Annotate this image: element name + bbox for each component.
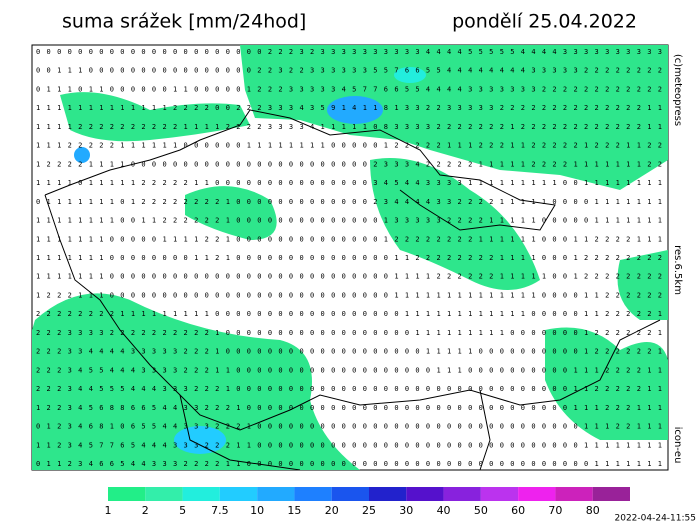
legend-swatch <box>443 487 481 501</box>
legend-label: 15 <box>287 504 301 517</box>
legend-label: 70 <box>548 504 562 517</box>
legend-swatch <box>257 487 295 501</box>
legend-swatch <box>294 487 332 501</box>
legend-swatch <box>518 487 556 501</box>
model-name: icon-eu <box>672 427 683 464</box>
legend-swatch <box>145 487 183 501</box>
resolution: res.6.5km <box>672 245 683 295</box>
legend-label: 60 <box>511 504 525 517</box>
legend-swatch <box>182 487 220 501</box>
legend-label: 5 <box>179 504 186 517</box>
legend-label: 40 <box>437 504 451 517</box>
legend-swatch <box>219 487 258 501</box>
legend-swatch <box>406 487 444 501</box>
copyright: (c)meteopress <box>672 54 683 126</box>
map-date: pondělí 25.04.2022 <box>452 11 637 33</box>
legend-label: 1 <box>105 504 112 517</box>
borders <box>44 109 661 471</box>
legend-label: 30 <box>399 504 413 517</box>
legend-swatch <box>369 487 407 501</box>
color-legend: 1 2 5 7.5 10 15 20 25 30 40 50 60 70 80 <box>105 487 630 517</box>
legend-label: 20 <box>325 504 339 517</box>
legend-swatch <box>108 487 146 501</box>
legend-label: 10 <box>250 504 264 517</box>
legend-label: 50 <box>474 504 488 517</box>
legend-swatch <box>555 487 593 501</box>
legend-swatch <box>331 487 369 501</box>
legend-label: 80 <box>586 504 600 517</box>
precip-areas <box>32 45 668 470</box>
timestamp: 2022-04-24-11:55 <box>615 514 697 524</box>
map-title: suma srážek [mm/24hod] <box>62 11 306 33</box>
legend-label: 2 <box>142 504 149 517</box>
precip-heavy <box>74 67 426 454</box>
map-area: 0000000000000000000000222323333333333444… <box>31 44 669 471</box>
legend-swatch <box>480 487 519 501</box>
legend-label: 7.5 <box>211 504 229 517</box>
legend-label: 25 <box>362 504 376 517</box>
legend-swatch <box>592 487 630 501</box>
